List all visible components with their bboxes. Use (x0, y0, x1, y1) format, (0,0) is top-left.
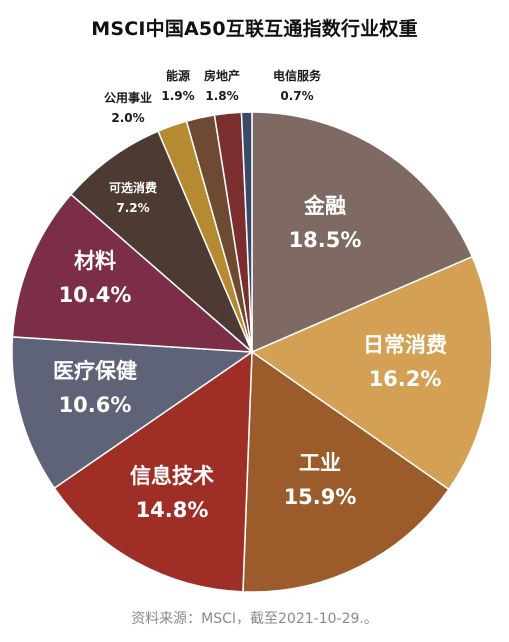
slice-name-label: 房地产 (204, 68, 240, 83)
chart-title: MSCI中国A50互联互通指数行业权重 (91, 18, 418, 40)
slice-name-label: 可选消费 (109, 180, 157, 195)
pie-slice-11 (240, 111, 253, 353)
slice-value-label: 7.2% (116, 201, 149, 215)
slice-value-label: 10.6% (59, 393, 132, 417)
source-note: 资料来源：MSCI，截至2021-10-29.。 (131, 611, 378, 627)
pie-slice-4 (53, 350, 253, 593)
slice-value-label: 14.8% (136, 498, 209, 522)
pie-slice-1 (251, 111, 474, 354)
slice-name-label: 日常消费 (363, 333, 447, 357)
pie-slice-7 (69, 130, 253, 353)
pie-labels: 金融 18.5% 日常消费 16.2% 工业 15.9% 信息技术 14.8% 医疗保健 10.6… (53, 68, 447, 522)
slice-name-label: 电信服务 (273, 68, 322, 83)
slice-name-label: 信息技术 (130, 464, 214, 488)
slice-value-label: 2.0% (111, 111, 144, 125)
slice-name-label: 公用事业 (104, 90, 152, 105)
slice-value-label: 10.4% (59, 283, 132, 307)
slice-name-label: 材料 (74, 249, 116, 273)
slice-name-label: 金融 (303, 194, 346, 218)
slice-name-label: 能源 (166, 68, 190, 83)
slice-value-label: 18.5% (289, 228, 362, 252)
slice-value-label: 1.9% (161, 89, 194, 103)
pie-slices (11, 111, 493, 593)
slice-value-label: 16.2% (369, 367, 442, 391)
slice-name-label: 医疗保健 (53, 359, 137, 383)
slice-value-label: 15.9% (284, 485, 357, 509)
slice-name-label: 工业 (299, 451, 341, 475)
pie-slice-3 (242, 350, 450, 593)
pie-slice-2 (250, 255, 493, 491)
slice-value-label: 0.7% (280, 89, 313, 103)
pie-slice-5 (11, 336, 255, 490)
slice-value-label: 1.8% (205, 89, 238, 103)
pie-slice-6 (11, 193, 255, 353)
